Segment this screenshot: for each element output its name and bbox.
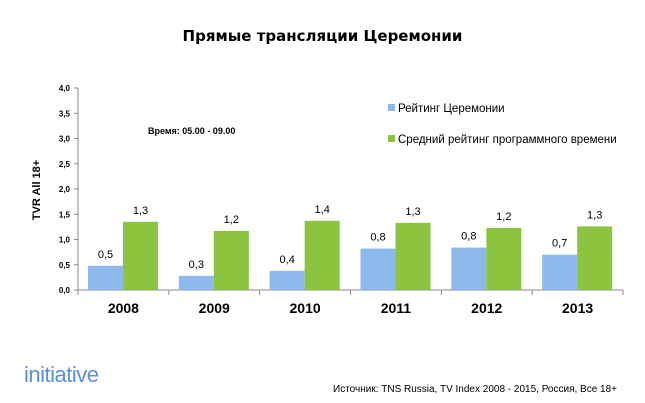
legend-swatch [388, 104, 395, 111]
y-tick-label: 1,5 [59, 210, 71, 219]
y-tick-label: 0,0 [59, 286, 71, 295]
bar-average-2008 [123, 221, 158, 290]
x-tick-label: 2009 [199, 300, 230, 316]
bar-ceremony-2013 [542, 254, 578, 290]
initiative-logo: initiative [24, 362, 99, 387]
data-label: 1,3 [587, 209, 602, 221]
bar-ceremony-2008 [88, 265, 123, 290]
data-label: 1,3 [133, 205, 148, 217]
bar-average-2013 [577, 226, 613, 290]
bar-ceremony-2010 [269, 270, 305, 290]
bar-ceremony-2011 [360, 248, 396, 290]
y-tick-label: 3,5 [59, 109, 71, 118]
x-tick-label: 2011 [381, 300, 412, 316]
data-label: 0,4 [280, 254, 295, 266]
y-tick-label: 0,5 [59, 261, 71, 270]
bar-average-2012 [486, 227, 522, 290]
y-axis-label: TVR All 18+ [31, 160, 43, 220]
data-label: 1,4 [315, 204, 330, 216]
data-label: 0,7 [552, 238, 567, 250]
x-tick-label: 2008 [108, 300, 139, 316]
chart-title: Прямые трансляции Церемонии [182, 27, 463, 45]
y-tick-label: 4,0 [59, 84, 71, 93]
y-tick-label: 3,0 [59, 135, 71, 144]
bar-chart: 0,0 0,5 1,0 1,5 2,0 2,5 3,0 3,5 4,0 TVR All 18+ 20… [31, 84, 624, 316]
data-label: 1,2 [496, 211, 511, 223]
bar-average-2009 [213, 230, 249, 290]
data-label: 1,3 [405, 206, 420, 218]
time-annotation: Время: 05.00 - 09.00 [148, 126, 235, 136]
legend-label: Средний рейтинг программного времени [398, 134, 617, 146]
legend-swatch [388, 135, 395, 142]
bar-ceremony-2012 [451, 247, 487, 290]
bar-ceremony-2009 [178, 275, 214, 290]
data-label: 0,8 [461, 231, 476, 243]
y-tick-label: 2,5 [59, 160, 71, 169]
source-note: Источник: TNS Russia, TV Index 2008 - 20… [333, 384, 618, 395]
data-label: 0,8 [370, 232, 385, 244]
x-tick-label: 2010 [290, 300, 321, 316]
data-label: 0,5 [98, 249, 113, 261]
x-tick-label: 2012 [471, 300, 502, 316]
y-tick-label: 1,0 [59, 236, 71, 245]
x-tick-label: 2013 [562, 300, 593, 316]
bar-average-2010 [304, 220, 340, 290]
data-label: 1,2 [224, 214, 239, 226]
data-label: 0,3 [189, 259, 204, 271]
legend-label: Рейтинг Церемонии [398, 103, 505, 115]
y-tick-label: 2,0 [59, 185, 71, 194]
bar-average-2011 [395, 222, 431, 290]
